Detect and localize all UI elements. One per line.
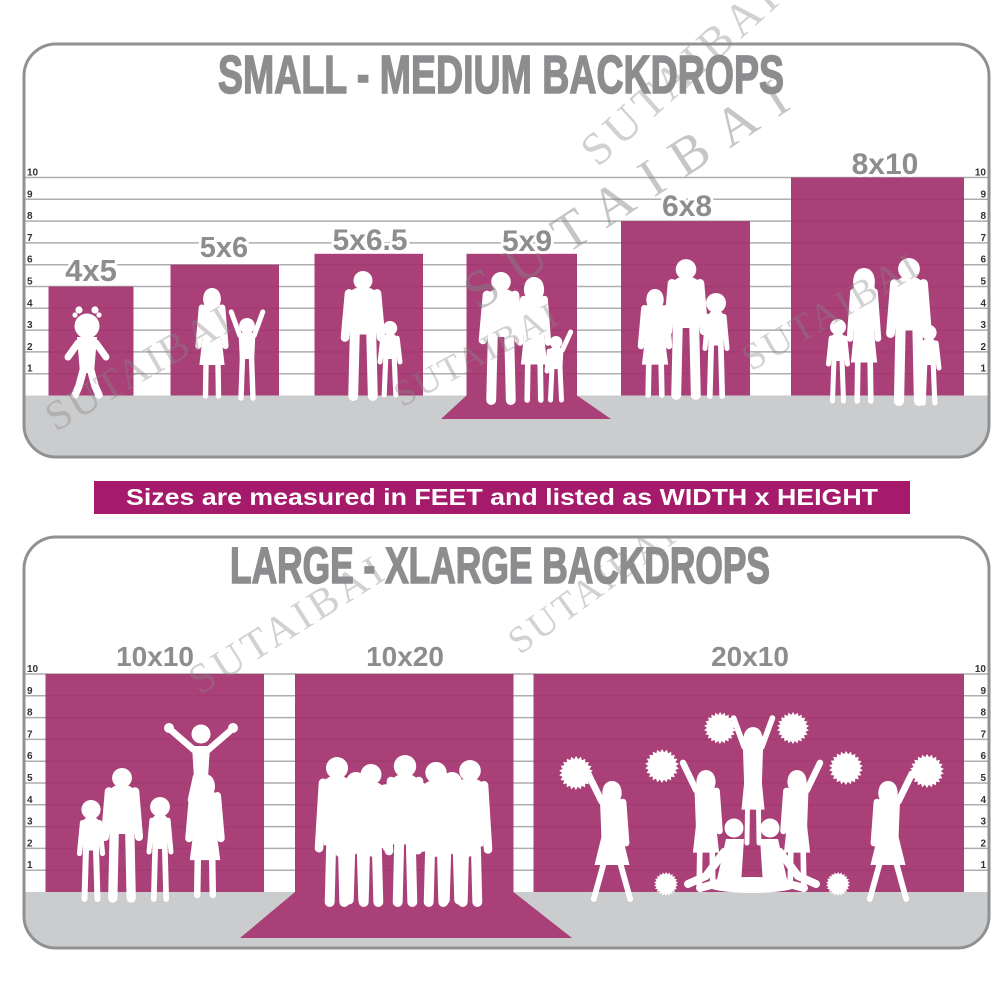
svg-text:10: 10: [975, 168, 987, 179]
svg-text:8: 8: [27, 708, 33, 719]
svg-text:4x5: 4x5: [65, 253, 117, 288]
svg-text:10x10: 10x10: [116, 641, 194, 672]
svg-text:1: 1: [980, 364, 986, 375]
svg-text:9: 9: [980, 189, 986, 200]
svg-text:7: 7: [980, 233, 986, 244]
svg-text:3: 3: [980, 320, 986, 331]
svg-text:8x10: 8x10: [852, 148, 919, 181]
svg-text:6: 6: [27, 751, 33, 762]
svg-text:9: 9: [27, 686, 33, 697]
svg-text:9: 9: [27, 189, 33, 200]
svg-text:4: 4: [980, 795, 986, 806]
svg-text:6: 6: [980, 255, 986, 266]
svg-text:8: 8: [980, 211, 986, 222]
svg-text:10x20: 10x20: [366, 641, 444, 672]
svg-text:10: 10: [27, 168, 39, 179]
svg-text:SMALL - MEDIUM BACKDROPS: SMALL - MEDIUM BACKDROPS: [218, 45, 784, 105]
svg-text:1: 1: [27, 364, 33, 375]
svg-text:6: 6: [980, 751, 986, 762]
svg-text:5: 5: [27, 277, 33, 288]
svg-text:LARGE - XLARGE BACKDROPS: LARGE - XLARGE BACKDROPS: [230, 537, 770, 594]
svg-text:6x8: 6x8: [662, 190, 712, 223]
svg-text:4: 4: [980, 298, 986, 309]
svg-text:5x9: 5x9: [502, 225, 552, 258]
svg-text:3: 3: [27, 320, 33, 331]
svg-text:10: 10: [27, 664, 39, 675]
svg-text:8: 8: [27, 211, 33, 222]
svg-text:5: 5: [980, 773, 986, 784]
svg-text:4: 4: [27, 298, 33, 309]
svg-text:20x10: 20x10: [711, 641, 789, 672]
svg-text:2: 2: [980, 838, 986, 849]
svg-text:4: 4: [27, 795, 33, 806]
svg-text:1: 1: [27, 860, 33, 871]
svg-text:7: 7: [27, 729, 33, 740]
svg-text:5x6: 5x6: [200, 232, 248, 264]
svg-text:1: 1: [980, 860, 986, 871]
svg-text:5: 5: [27, 773, 33, 784]
svg-text:2: 2: [27, 342, 33, 353]
svg-text:3: 3: [980, 817, 986, 828]
svg-text:2: 2: [980, 342, 986, 353]
svg-text:3: 3: [27, 817, 33, 828]
svg-text:7: 7: [980, 729, 986, 740]
svg-text:5: 5: [980, 277, 986, 288]
svg-text:2: 2: [27, 838, 33, 849]
svg-text:8: 8: [980, 708, 986, 719]
svg-text:6: 6: [27, 255, 33, 266]
svg-text:10: 10: [975, 664, 987, 675]
svg-text:9: 9: [980, 686, 986, 697]
svg-text:7: 7: [27, 233, 33, 244]
svg-text:5x6.5: 5x6.5: [332, 224, 407, 257]
svg-text:Sizes are measured in FEET and: Sizes are measured in FEET and listed as…: [126, 484, 878, 510]
